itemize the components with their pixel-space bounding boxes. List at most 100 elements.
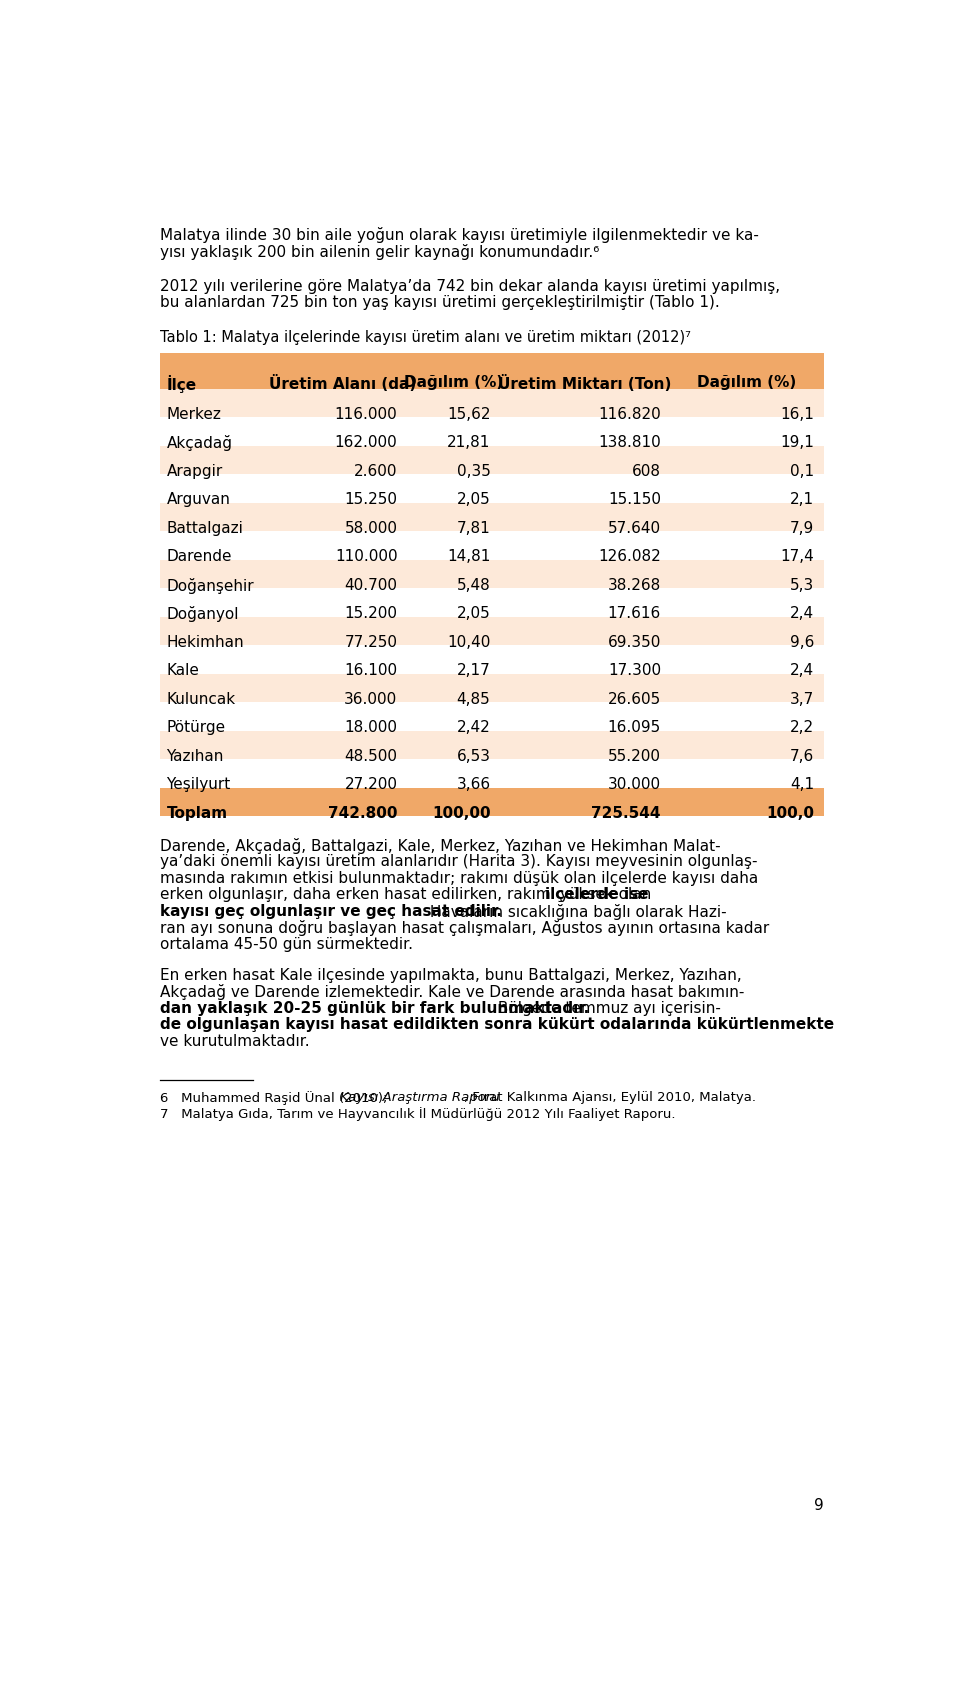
Text: ilçelerde ise: ilçelerde ise: [544, 887, 648, 903]
Text: 2,17: 2,17: [457, 662, 491, 678]
Text: 17,4: 17,4: [780, 550, 814, 564]
Bar: [160, 674, 824, 702]
Bar: [160, 616, 824, 645]
Text: 30.000: 30.000: [608, 777, 660, 792]
Text: 138.810: 138.810: [598, 436, 660, 450]
Text: de olgunlaşan kayısı hasat edildikten sonra kükürt odalarında kükürtlenmekte: de olgunlaşan kayısı hasat edildikten so…: [160, 1017, 834, 1032]
Text: 77.250: 77.250: [345, 635, 397, 651]
Text: 2,4: 2,4: [790, 606, 814, 622]
Text: 4,1: 4,1: [790, 777, 814, 792]
Text: ve kurutulmaktadır.: ve kurutulmaktadır.: [160, 1034, 310, 1049]
Text: 38.268: 38.268: [608, 577, 660, 593]
Text: Arapgir: Arapgir: [166, 463, 223, 479]
Text: 116.820: 116.820: [598, 407, 660, 422]
Text: 0,1: 0,1: [790, 463, 814, 479]
Text: Doğanşehir: Doğanşehir: [166, 577, 254, 594]
Text: 58.000: 58.000: [345, 521, 397, 536]
Text: 36.000: 36.000: [345, 691, 397, 707]
Text: Hekimhan: Hekimhan: [166, 635, 244, 651]
Text: Merkez: Merkez: [166, 407, 222, 422]
Text: 15.250: 15.250: [345, 492, 397, 507]
Text: 9: 9: [814, 1499, 824, 1512]
Text: 162.000: 162.000: [335, 436, 397, 450]
Text: 2,05: 2,05: [457, 606, 491, 622]
Bar: [160, 702, 824, 731]
Text: 100,00: 100,00: [432, 806, 491, 821]
Text: 100,0: 100,0: [766, 806, 814, 821]
Text: 6,53: 6,53: [456, 749, 491, 763]
Text: 55.200: 55.200: [608, 749, 660, 763]
Text: 27.200: 27.200: [345, 777, 397, 792]
Text: 40.700: 40.700: [345, 577, 397, 593]
Bar: [160, 417, 824, 446]
Text: , Fırat Kalkınma Ajansı, Eylül 2010, Malatya.: , Fırat Kalkınma Ajansı, Eylül 2010, Mal…: [464, 1092, 756, 1104]
Text: Pötürge: Pötürge: [166, 720, 226, 736]
Text: Yeşilyurt: Yeşilyurt: [166, 777, 230, 792]
Text: 742.800: 742.800: [328, 806, 397, 821]
Text: 7,9: 7,9: [790, 521, 814, 536]
Bar: [160, 502, 824, 531]
Text: Arguvan: Arguvan: [166, 492, 230, 507]
Bar: [160, 531, 824, 560]
Text: Üretim Miktarı (Ton): Üretim Miktarı (Ton): [498, 375, 672, 392]
Text: 7   Malatya Gıda, Tarım ve Hayvancılık İl Müdürlüğü 2012 Yılı Faaliyet Raporu.: 7 Malatya Gıda, Tarım ve Hayvancılık İl …: [160, 1107, 676, 1121]
Text: ran ayı sonuna doğru başlayan hasat çalışmaları, Ağustos ayının ortasına kadar: ran ayı sonuna doğru başlayan hasat çalı…: [160, 920, 770, 937]
Text: dan yaklaşık 20-25 günlük bir fark bulunmaktadır.: dan yaklaşık 20-25 günlük bir fark bulun…: [160, 1001, 589, 1015]
Text: 608: 608: [632, 463, 660, 479]
Text: Tablo 1: Malatya ilçelerinde kayısı üretim alanı ve üretim miktarı (2012)⁷: Tablo 1: Malatya ilçelerinde kayısı üret…: [160, 330, 691, 346]
Text: Darende, Akçadağ, Battalgazi, Kale, Merkez, Yazıhan ve Hekimhan Malat-: Darende, Akçadağ, Battalgazi, Kale, Merk…: [160, 838, 721, 853]
Text: 6   Muhammed Raşid Ünal (2010);: 6 Muhammed Raşid Ünal (2010);: [160, 1092, 392, 1105]
Text: yısı yaklaşık 200 bin ailenin gelir kaynağı konumundadır.⁶: yısı yaklaşık 200 bin ailenin gelir kayn…: [160, 244, 600, 261]
Text: 15,62: 15,62: [447, 407, 491, 422]
Text: 18.000: 18.000: [345, 720, 397, 736]
Text: bu alanlardan 725 bin ton yaş kayısı üretimi gerçekleştirilmiştir (Tablo 1).: bu alanlardan 725 bin ton yaş kayısı üre…: [160, 295, 720, 310]
Text: Doğanyol: Doğanyol: [166, 606, 239, 622]
Bar: [160, 760, 824, 787]
Bar: [160, 645, 824, 674]
Text: 17.616: 17.616: [608, 606, 660, 622]
Text: Akçadağ: Akçadağ: [166, 436, 232, 451]
Text: Battalgazi: Battalgazi: [166, 521, 244, 536]
Text: 2,4: 2,4: [790, 662, 814, 678]
Text: 2,2: 2,2: [790, 720, 814, 736]
Text: ortalama 45-50 gün sürmektedir.: ortalama 45-50 gün sürmektedir.: [160, 937, 414, 952]
Text: 3,7: 3,7: [790, 691, 814, 707]
Text: Kuluncak: Kuluncak: [166, 691, 235, 707]
Bar: [160, 560, 824, 588]
Text: 725.544: 725.544: [591, 806, 660, 821]
Text: 7,6: 7,6: [790, 749, 814, 763]
Bar: [160, 388, 824, 417]
Text: 21,81: 21,81: [447, 436, 491, 450]
Text: En erken hasat Kale ilçesinde yapılmakta, bunu Battalgazi, Merkez, Yazıhan,: En erken hasat Kale ilçesinde yapılmakta…: [160, 967, 742, 983]
Text: 16,1: 16,1: [780, 407, 814, 422]
Text: 116.000: 116.000: [335, 407, 397, 422]
Bar: [160, 353, 824, 388]
Text: Havaların sıcaklığına bağlı olarak Hazi-: Havaların sıcaklığına bağlı olarak Hazi-: [425, 904, 727, 920]
Text: Dağılım (%): Dağılım (%): [697, 375, 797, 390]
Text: 16.095: 16.095: [608, 720, 660, 736]
Text: Üretim Alanı (da): Üretim Alanı (da): [269, 375, 417, 392]
Text: Akçadağ ve Darende izlemektedir. Kale ve Darende arasında hasat bakımın-: Akçadağ ve Darende izlemektedir. Kale ve…: [160, 984, 745, 1000]
Text: ya’daki önemli kayısı üretim alanlarıdır (Harita 3). Kayısı meyvesinin olgunlaş-: ya’daki önemli kayısı üretim alanlarıdır…: [160, 855, 757, 869]
Text: 10,40: 10,40: [447, 635, 491, 651]
Text: 4,85: 4,85: [457, 691, 491, 707]
Text: Kayısı Araştırma Raporu: Kayısı Araştırma Raporu: [340, 1092, 499, 1104]
Text: masında rakımın etkisi bulunmaktadır; rakımı düşük olan ilçelerde kayısı daha: masında rakımın etkisi bulunmaktadır; ra…: [160, 870, 758, 886]
Text: 17.300: 17.300: [608, 662, 660, 678]
Text: 26.605: 26.605: [608, 691, 660, 707]
Bar: [160, 473, 824, 502]
Text: 2,1: 2,1: [790, 492, 814, 507]
Text: İlçe: İlçe: [166, 375, 197, 393]
Text: Malatya ilinde 30 bin aile yoğun olarak kayısı üretimiyle ilgilenmektedir ve ka-: Malatya ilinde 30 bin aile yoğun olarak …: [160, 228, 759, 244]
Text: 15.200: 15.200: [345, 606, 397, 622]
Text: Bölgede temmuz ayı içerisin-: Bölgede temmuz ayı içerisin-: [493, 1001, 721, 1015]
Text: 19,1: 19,1: [780, 436, 814, 450]
Text: erken olgunlaşır, daha erken hasat edilirken, rakımı yüksek olan: erken olgunlaşır, daha erken hasat edili…: [160, 887, 657, 903]
Bar: [160, 446, 824, 473]
Text: 7,81: 7,81: [457, 521, 491, 536]
Text: Kale: Kale: [166, 662, 200, 678]
Text: 48.500: 48.500: [345, 749, 397, 763]
Text: 5,3: 5,3: [790, 577, 814, 593]
Text: Dağılım (%): Dağılım (%): [403, 375, 503, 390]
Bar: [160, 731, 824, 760]
